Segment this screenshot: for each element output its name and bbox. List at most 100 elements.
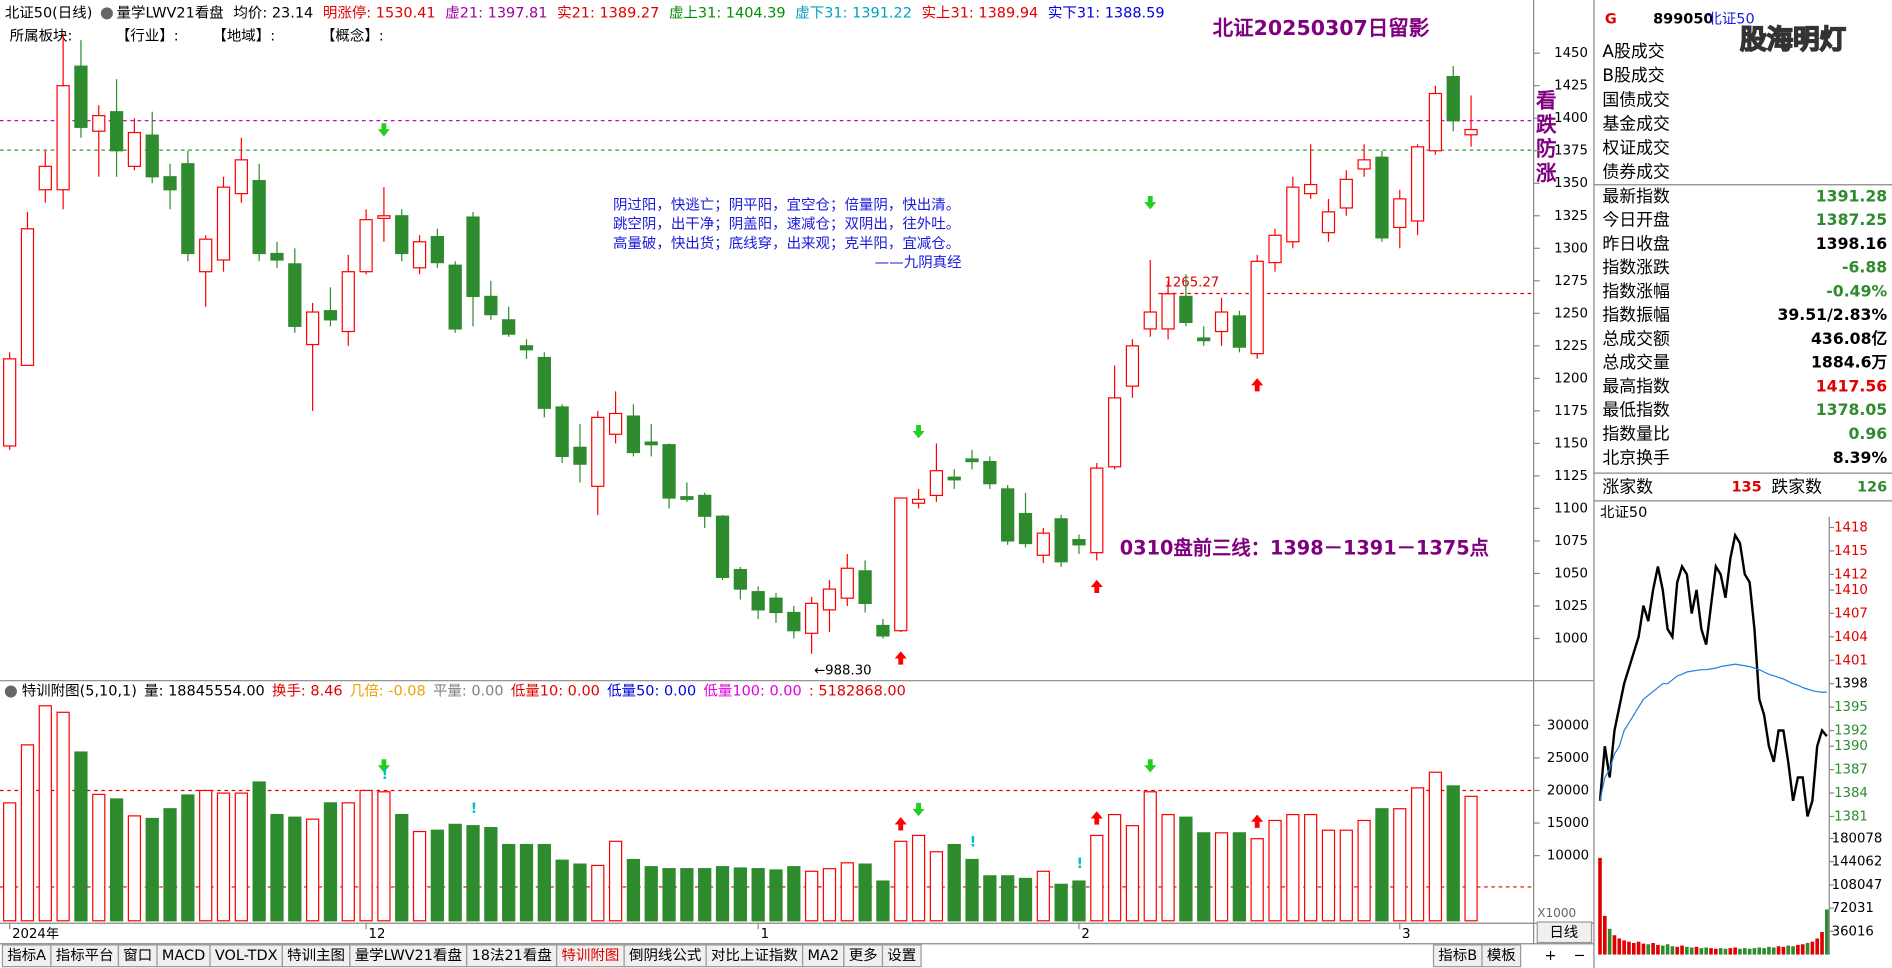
y-tick-label: 1000	[1554, 631, 1588, 646]
volume-bar	[965, 858, 979, 922]
breadth-value: 126	[1857, 480, 1887, 496]
header-item: 实21: 1389.27	[557, 4, 659, 21]
volume-item: 低量50: 0.00	[607, 683, 696, 700]
candle-body	[163, 176, 177, 191]
volume-bar	[199, 789, 213, 922]
mini-volume-bar	[1810, 941, 1815, 955]
tab[interactable]	[881, 944, 922, 968]
sector-label: 所属板块:	[10, 26, 73, 44]
volume-item: 平量: 0.00	[433, 684, 504, 700]
down-arrow	[1144, 759, 1157, 773]
tab-label: 窗口	[123, 946, 152, 964]
candle-body	[662, 444, 676, 499]
volume-bar	[74, 751, 88, 922]
quote-value: 1398.16	[1816, 234, 1887, 253]
candle-body	[395, 215, 409, 255]
volume-bar	[1321, 829, 1336, 922]
tab[interactable]	[1481, 944, 1522, 968]
quote-label: 指数量比	[1602, 424, 1670, 444]
header-item: 虚下31: 1391.22	[795, 4, 912, 21]
y-tick-label: 144062	[1832, 855, 1883, 870]
poem-line: ——九阴真经	[875, 253, 962, 271]
candle-body	[74, 65, 88, 128]
mini-volume-bar	[1627, 941, 1631, 955]
candle-body	[252, 180, 266, 255]
volume-bar	[341, 802, 355, 922]
volume-bar	[181, 794, 195, 922]
volume-bar	[876, 880, 890, 922]
y-tick-label: 1381	[1834, 809, 1868, 824]
up-arrow	[1251, 814, 1264, 828]
quote-value: -0.49%	[1826, 281, 1887, 300]
y-tick-label: 1225	[1554, 339, 1588, 354]
mini-volume-bar	[1641, 943, 1646, 955]
y-tick-label: 108047	[1832, 878, 1883, 893]
candle-body	[1001, 488, 1015, 542]
candle-body	[1214, 311, 1229, 333]
volume-bar	[1054, 883, 1068, 922]
candle-body	[1179, 295, 1193, 324]
quote-label: 最低指数	[1602, 400, 1670, 420]
x-tick-label: 12	[369, 927, 386, 942]
tab-label: 特训主图	[287, 947, 345, 964]
poem-line: 高量破，快出货；底线穿，出来观；克半阳，宜减仓。	[613, 235, 960, 252]
up-arrow	[894, 651, 907, 665]
volume-item: 低量100: 0.00	[703, 683, 801, 700]
y-tick-label: 1384	[1834, 786, 1868, 801]
candle-body	[38, 165, 52, 191]
mini-volume-bar	[1762, 948, 1766, 955]
candle-body	[216, 186, 231, 261]
y-tick-label: 30000	[1547, 718, 1589, 733]
quote-value: -6.88	[1842, 258, 1887, 277]
candle-body	[412, 241, 427, 269]
volume-bar	[608, 840, 623, 922]
mini-volume-bar	[1685, 946, 1689, 955]
mini-volume-bar	[1656, 944, 1660, 955]
candle-body	[822, 588, 837, 611]
volume-bar	[769, 869, 783, 922]
candle-body	[715, 515, 730, 578]
candle-body	[1125, 345, 1140, 387]
volume-item: 换手: 8.46	[272, 683, 343, 700]
up-arrow	[1090, 811, 1103, 825]
chart-title: 北证20250307日留影	[1213, 16, 1430, 40]
candle-body	[1072, 539, 1086, 546]
candle-body	[305, 311, 320, 346]
mini-volume-bar	[1704, 947, 1708, 955]
vertical-note: 跌	[1536, 113, 1557, 137]
breadth-label: 跌家数	[1771, 477, 1822, 497]
y-tick-label: 1415	[1834, 544, 1868, 559]
volume-bar	[573, 863, 587, 922]
mini-volume-bar	[1622, 940, 1626, 955]
mini-volume-bar	[1752, 948, 1757, 955]
mini-volume-bar	[1714, 948, 1718, 955]
y-tick-label: 15000	[1547, 816, 1589, 831]
down-arrow	[377, 759, 390, 773]
menu-item: A股成交	[1602, 41, 1664, 61]
tab-label: 指标A	[7, 947, 46, 964]
volume-bar	[56, 711, 70, 922]
mini-volume-bar	[1771, 947, 1776, 955]
volume-bar	[1393, 808, 1407, 922]
intraday-line	[1599, 663, 1827, 801]
level-label: 1265.27	[1164, 276, 1219, 291]
mini-volume-bar	[1800, 944, 1805, 955]
volume-bar	[1464, 795, 1478, 922]
y-tick-label: 1407	[1834, 606, 1868, 621]
header-item: 虚21: 1397.81	[445, 4, 547, 21]
chart-name: 北证50(日线)	[5, 4, 93, 21]
candle-body	[1232, 315, 1247, 348]
tab[interactable]	[1536, 921, 1593, 944]
volume-bar	[109, 798, 124, 922]
volume-bar	[751, 868, 765, 922]
volume-bar	[145, 817, 159, 922]
tab-label: 18法21看盘	[472, 946, 552, 964]
quote-value: 8.39%	[1833, 448, 1888, 467]
volume-bar	[680, 868, 694, 922]
candle-body	[555, 406, 569, 458]
y-tick-label: 1387	[1834, 763, 1868, 778]
y-tick-label: 1125	[1554, 469, 1588, 484]
volume-bar	[448, 823, 462, 922]
candle-body	[1107, 397, 1122, 468]
alert-mark: !	[1077, 856, 1084, 872]
